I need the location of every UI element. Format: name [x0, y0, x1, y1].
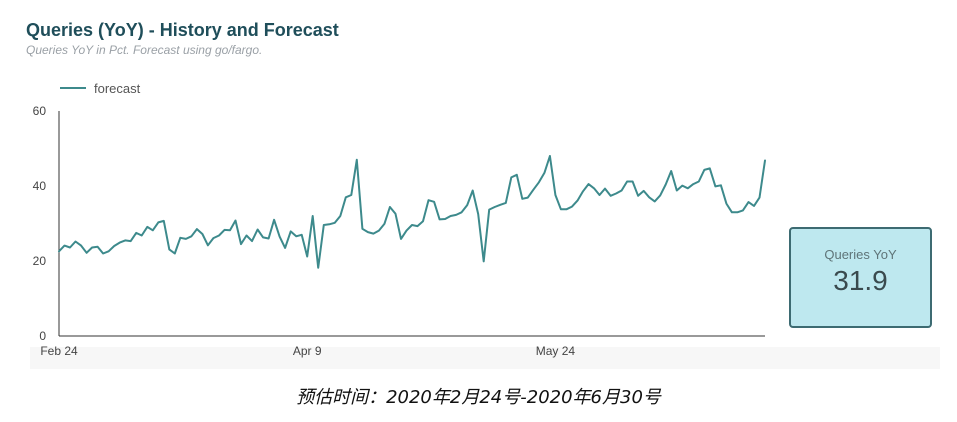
y-tick-label: 0 — [39, 329, 46, 343]
scorecard-value: 31.9 — [833, 265, 888, 296]
chart-subtitle: Queries YoY in Pct. Forecast using go/fa… — [26, 43, 263, 57]
x-tick-label: Feb 24 — [40, 344, 78, 358]
line-chart: 0 20 40 60 Feb 24 Apr 9 May 24 — [33, 104, 766, 358]
y-tick-label: 60 — [33, 104, 47, 118]
chart-title: Queries (YoY) - History and Forecast — [26, 20, 339, 40]
x-tick-label: Apr 9 — [293, 344, 322, 358]
scorecard[interactable]: Queries YoY 31.9 — [789, 227, 932, 328]
y-tick-label: 40 — [33, 179, 47, 193]
x-tick-label: May 24 — [536, 344, 576, 358]
scorecard-label: Queries YoY — [824, 247, 897, 262]
y-tick-label: 20 — [33, 254, 47, 268]
axis-background-band — [30, 347, 940, 369]
series-line-forecast — [58, 155, 766, 269]
dashboard-panel: Queries (YoY) - History and Forecast Que… — [26, 20, 940, 369]
caption-text: 预估时间：2020年2月24号-2020年6月30号 — [296, 387, 661, 408]
chart-legend[interactable]: forecast — [60, 80, 140, 96]
legend-swatch — [60, 87, 86, 89]
legend-label: forecast — [94, 80, 141, 96]
